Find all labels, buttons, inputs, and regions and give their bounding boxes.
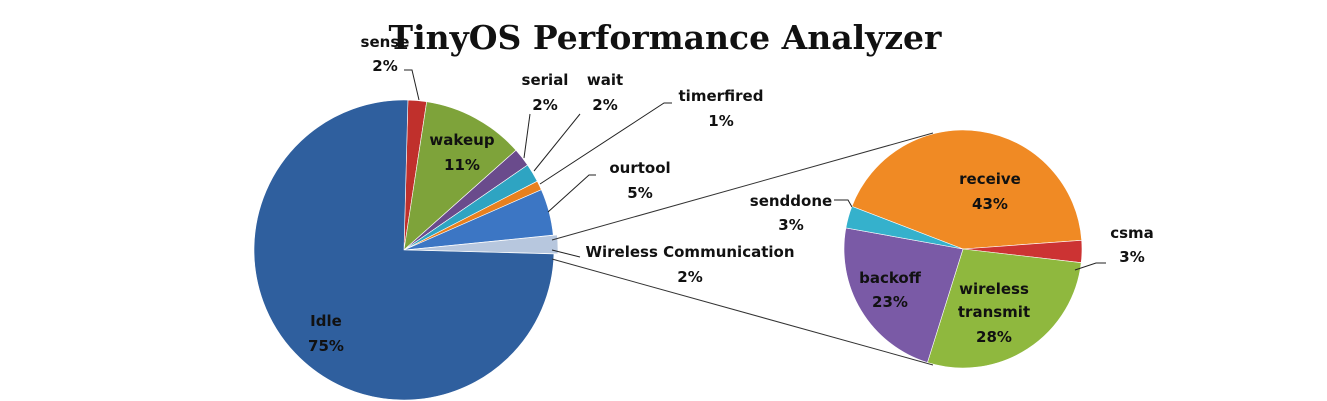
leader-ourtool [547,174,596,213]
leader-csma [1074,262,1106,271]
value-wireless-transmit: 28% [976,328,1012,346]
value-wait: 2% [592,96,617,114]
value-timerfired: 1% [708,112,733,130]
value-receive: 43% [972,195,1008,213]
value-backoff: 23% [872,293,908,311]
connector-lines [551,132,934,366]
label-wireless-transmit-line1: wireless [959,280,1029,298]
value-sense: 2% [372,57,397,75]
label-wait: wait [587,71,623,89]
connector-line-top [551,132,934,241]
label-idle: Idle [310,312,342,330]
main-slice-wakeup [403,101,517,251]
label-wireless-communication: Wireless Communication [585,243,794,261]
label-ourtool: ourtool [609,159,670,177]
leader-timerfired [539,102,672,185]
label-timerfired: timerfired [679,87,764,105]
value-wireless-communication: 2% [677,268,702,286]
value-wakeup: 11% [444,156,480,174]
value-idle: 75% [308,337,344,355]
label-sense: sense [361,33,410,51]
leader-wait [533,113,581,172]
leader-sense [404,69,420,101]
value-ourtool: 5% [627,184,652,202]
detail-slice-wireless-transmit [927,248,1082,369]
slice-labels: sense 2% wakeup 11% serial 2% wait 2% ti… [308,33,1154,355]
label-backoff: backoff [859,269,922,287]
value-csma: 3% [1119,248,1144,266]
label-wakeup: wakeup [429,131,494,149]
leader-serial [523,113,531,159]
chart-title: TinyOS Performance Analyzer [389,18,943,57]
label-wireless-transmit-line2: transmit [958,303,1030,321]
leader-lines [404,69,1106,271]
main-pie [253,99,559,401]
detail-slice-backoff [843,227,964,363]
value-serial: 2% [532,96,557,114]
leader-senddone [834,199,853,208]
label-receive: receive [959,170,1021,188]
detail-slice-receive [851,129,1083,250]
label-serial: serial [522,71,569,89]
main-slice-wireless-communication [407,234,559,255]
label-senddone: senddone [750,192,832,210]
leader-wireless-communication [551,249,581,258]
connector-line-bottom [551,258,934,366]
detail-pie [843,129,1083,369]
label-csma: csma [1110,224,1154,242]
main-slice-idle [253,99,555,401]
value-senddone: 3% [778,216,803,234]
